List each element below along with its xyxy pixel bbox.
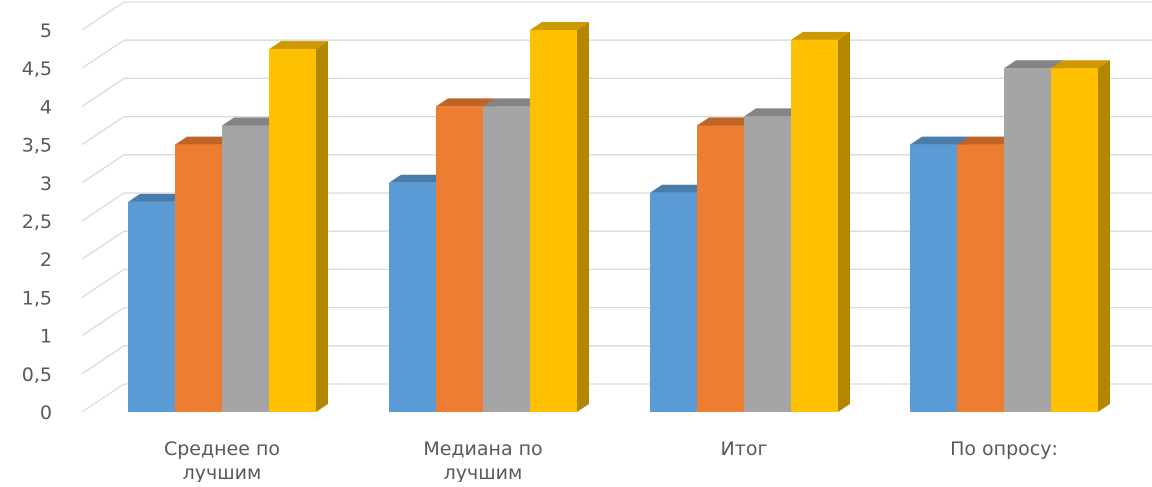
bar-top-face xyxy=(269,41,328,50)
gridline xyxy=(81,39,1152,69)
x-tick-label: Среднее по лучшим xyxy=(164,438,280,482)
bar-front-face xyxy=(697,125,744,412)
y-tick-label: 4 xyxy=(40,96,52,118)
gridline xyxy=(81,1,1152,31)
bar-top-face xyxy=(389,174,448,183)
bar-top-face xyxy=(175,136,234,145)
x-tick-label: Итог xyxy=(721,438,768,460)
bar-front-face xyxy=(791,39,838,412)
y-tick-label: 0,5 xyxy=(22,364,52,386)
x-tick-label-line: Среднее по xyxy=(164,438,280,460)
bar-top-face xyxy=(650,184,709,193)
bar xyxy=(1051,60,1110,412)
y-tick-label: 1,5 xyxy=(22,287,52,309)
bar-top-face xyxy=(128,193,187,202)
bar-front-face xyxy=(650,192,697,412)
x-tick-label-line: лучшим xyxy=(183,462,262,482)
bar-top-face xyxy=(697,117,756,126)
bar-top-face xyxy=(530,22,589,30)
bar-side-face xyxy=(1098,60,1110,412)
x-tick-label: По опросу: xyxy=(950,438,1058,460)
bar-side-face xyxy=(316,41,328,412)
gridline xyxy=(81,77,1152,107)
bar xyxy=(530,22,589,412)
y-tick-label: 2,5 xyxy=(22,211,52,233)
x-tick-label-line: лучшим xyxy=(444,462,523,482)
bar-top-face xyxy=(436,98,495,107)
bar-top-face xyxy=(1004,60,1063,69)
bar-front-face xyxy=(744,116,791,412)
y-tick-label: 5 xyxy=(40,20,52,42)
y-tick-label: 2 xyxy=(40,249,52,271)
bar-front-face xyxy=(957,144,1004,412)
x-tick-label-line: По опросу: xyxy=(950,438,1058,460)
bar-front-face xyxy=(1051,68,1098,412)
x-tick-label: Медиана по лучшим xyxy=(423,438,542,482)
bar xyxy=(791,31,850,412)
y-tick-label: 0 xyxy=(40,402,52,424)
bar-top-face xyxy=(483,98,542,107)
bar-front-face xyxy=(222,125,269,412)
x-tick-label-line: Итог xyxy=(721,438,768,460)
bar-side-face xyxy=(577,22,589,412)
y-tick-label: 1 xyxy=(40,326,52,348)
y-axis-ticks: 0 0,5 1 1,5 2 2,5 3 3,5 4 4,5 5 xyxy=(22,20,52,424)
bar-front-face xyxy=(389,182,436,412)
x-tick-label-line: Медиана по xyxy=(423,438,542,460)
y-tick-label: 3,5 xyxy=(22,135,52,157)
bar-top-face xyxy=(222,117,281,126)
bar-front-face xyxy=(269,49,316,412)
bars-layer xyxy=(128,22,1110,413)
y-tick-label: 3 xyxy=(40,173,52,195)
bar-front-face xyxy=(530,30,577,412)
bar-top-face xyxy=(910,136,969,145)
bar-front-face xyxy=(436,106,483,413)
bar-front-face xyxy=(1004,68,1051,412)
bar xyxy=(269,41,328,412)
bar-top-face xyxy=(957,136,1016,145)
bar-top-face xyxy=(744,108,803,117)
bar-side-face xyxy=(838,31,850,412)
bar-front-face xyxy=(175,144,222,412)
bar-top-face xyxy=(1051,60,1110,69)
bar-front-face xyxy=(910,144,957,412)
bar-top-face xyxy=(791,31,850,40)
bar-front-face xyxy=(128,201,175,412)
bar-front-face xyxy=(483,106,530,413)
y-tick-label: 4,5 xyxy=(22,58,52,80)
